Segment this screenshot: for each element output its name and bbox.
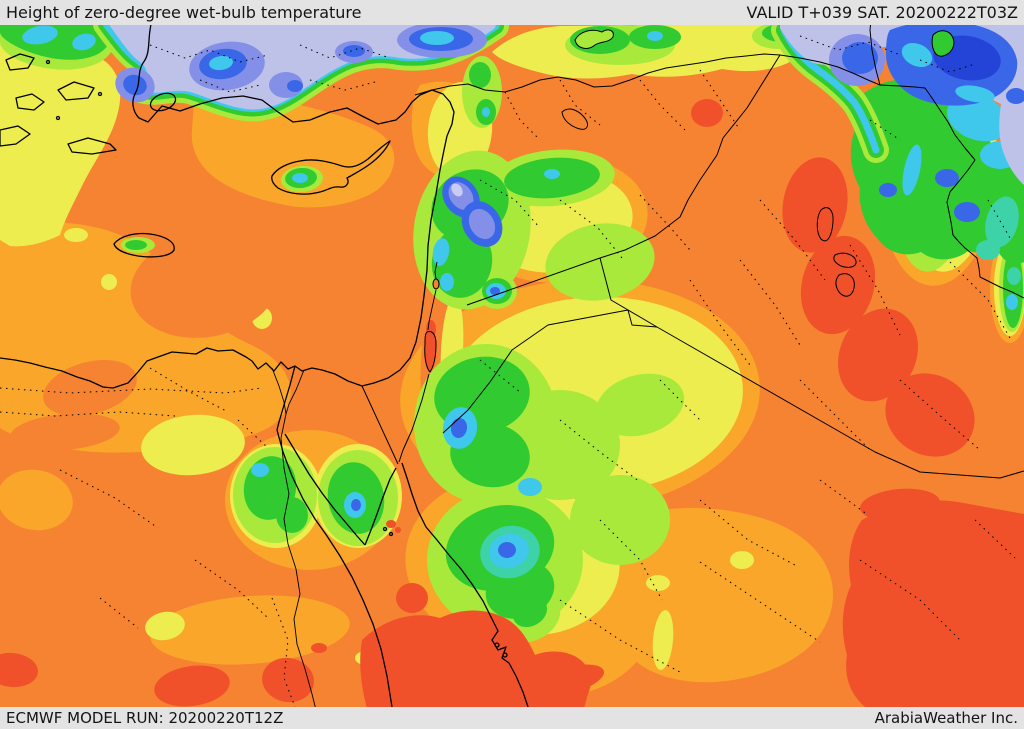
lake-assad: [561, 108, 588, 130]
lakes: [424, 29, 955, 373]
lake-habbaniyah: [833, 252, 857, 268]
model-run-label: ECMWF MODEL RUN: 20200220T12Z: [6, 709, 283, 727]
jordan-saudi-border: [442, 309, 1024, 479]
admin-boundaries: [0, 35, 1016, 708]
contour-red-orange-regions: [0, 99, 1024, 712]
syria-iraq-border: [599, 54, 781, 259]
sinai-east-coast: [364, 467, 397, 546]
dead-sea: [424, 331, 437, 373]
coastlines: [0, 17, 530, 711]
credit-label: ArabiaWeather Inc.: [875, 709, 1018, 727]
lake-razzaza: [835, 273, 855, 297]
gulf-of-suez-west-coast: [276, 429, 393, 708]
valid-time-label: VALID T+039 SAT. 20200222T03Z: [747, 3, 1018, 22]
rhodes-island: [113, 232, 175, 258]
turkey-iran-border: [869, 19, 881, 86]
contour-orange-holes: [10, 232, 464, 451]
lake-tharthar: [816, 207, 834, 242]
sea-of-galilee: [432, 278, 440, 290]
iran-iraq-border: [879, 84, 1024, 299]
egypt-israel-border: [361, 385, 399, 465]
country-borders: [361, 19, 1024, 479]
red-sea-islands: [382, 526, 388, 532]
israel-jordan-border: [398, 373, 430, 463]
rivers: [271, 367, 317, 711]
lake-urmia: [931, 30, 955, 57]
lake-van: [574, 29, 614, 49]
suez-canal: [276, 365, 296, 431]
header-bar: Height of zero-degree wet-bulb temperatu…: [0, 0, 1024, 25]
greek-islands: [5, 53, 35, 71]
sinai-west-coast: [284, 433, 366, 546]
mediterranean-coast: [0, 17, 455, 389]
footer-bar: ECMWF MODEL RUN: 20200220T12Z ArabiaWeat…: [0, 707, 1024, 729]
islands: [0, 53, 508, 658]
turkey-syria-border: [414, 53, 881, 96]
saudi-red-sea-coast: [401, 462, 530, 711]
jordan-syria-border: [466, 257, 601, 306]
map-title: Height of zero-degree wet-bulb temperatu…: [6, 3, 362, 22]
jordan-river: [427, 261, 438, 331]
nile-river: [271, 367, 317, 711]
jordan-iraq-border: [599, 257, 658, 328]
cyprus-island: [271, 140, 391, 195]
